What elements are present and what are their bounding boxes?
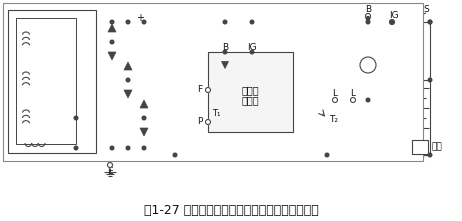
Circle shape: [108, 162, 113, 168]
Polygon shape: [140, 100, 148, 108]
Text: IG: IG: [247, 42, 257, 51]
Polygon shape: [108, 52, 116, 60]
Circle shape: [333, 97, 338, 103]
Circle shape: [428, 153, 432, 157]
Text: 图1-27 夏利轿车用整体式交流发电机电路原理图: 图1-27 夏利轿车用整体式交流发电机电路原理图: [144, 204, 318, 217]
Text: T₁: T₁: [212, 109, 220, 118]
Text: L: L: [351, 90, 355, 99]
Circle shape: [366, 98, 370, 102]
Polygon shape: [124, 90, 132, 98]
Circle shape: [142, 116, 146, 120]
Bar: [8, 10, 96, 153]
Text: B: B: [222, 42, 228, 51]
Circle shape: [250, 50, 254, 54]
Polygon shape: [108, 24, 116, 32]
Circle shape: [142, 146, 146, 150]
Polygon shape: [140, 128, 148, 136]
Text: 单片集: 单片集: [242, 85, 259, 95]
Bar: [412, 140, 428, 154]
Circle shape: [428, 78, 432, 82]
Circle shape: [110, 20, 114, 24]
Bar: [208, 52, 293, 132]
Text: T₂: T₂: [329, 114, 338, 124]
Text: F: F: [197, 86, 202, 95]
Circle shape: [360, 57, 376, 73]
Circle shape: [206, 88, 211, 93]
Circle shape: [250, 20, 254, 24]
Circle shape: [428, 20, 432, 24]
Text: L: L: [333, 90, 338, 99]
Text: 成电路: 成电路: [242, 95, 259, 105]
Text: B: B: [365, 6, 371, 15]
Polygon shape: [221, 61, 229, 69]
Circle shape: [351, 97, 355, 103]
Circle shape: [74, 116, 78, 120]
Circle shape: [365, 13, 371, 19]
Circle shape: [390, 20, 394, 24]
Text: +: +: [136, 13, 144, 23]
Bar: [3, 3, 423, 161]
Text: S: S: [423, 6, 429, 15]
Circle shape: [223, 20, 227, 24]
Circle shape: [126, 20, 130, 24]
Text: E: E: [107, 168, 113, 177]
Circle shape: [428, 20, 432, 24]
Text: IG: IG: [389, 11, 399, 21]
Bar: [16, 18, 76, 144]
Circle shape: [126, 78, 130, 82]
Circle shape: [223, 50, 227, 54]
Circle shape: [366, 20, 370, 24]
Text: P: P: [197, 118, 202, 126]
Circle shape: [325, 153, 329, 157]
Text: 负载: 负载: [432, 143, 443, 152]
Circle shape: [173, 153, 177, 157]
Circle shape: [74, 146, 78, 150]
Circle shape: [142, 20, 146, 24]
Circle shape: [389, 19, 395, 25]
Circle shape: [110, 40, 114, 44]
Circle shape: [206, 120, 211, 124]
Circle shape: [110, 146, 114, 150]
Circle shape: [366, 17, 370, 20]
Circle shape: [126, 146, 130, 150]
Polygon shape: [124, 62, 132, 70]
